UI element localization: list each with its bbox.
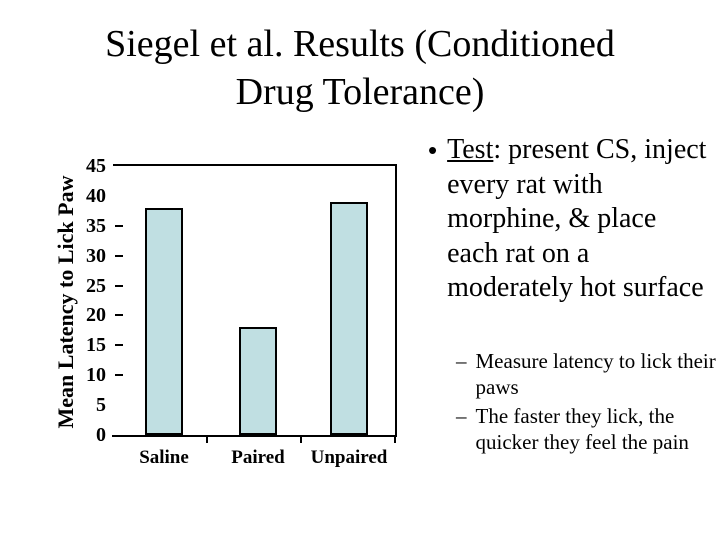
y-tick-mark-20 (115, 314, 123, 317)
slide-title-line1: Siegel et al. Results (Conditioned (105, 23, 615, 65)
bullet-term: Test (447, 134, 494, 165)
dash-icon: – (456, 404, 467, 428)
y-tick-label-35: 35 (86, 214, 106, 237)
x-axis-line (112, 435, 397, 437)
y-tick-label-40: 40 (86, 184, 106, 207)
y-tick-mark-10 (115, 374, 123, 377)
plot-right-border (395, 164, 397, 437)
bullet-term-rest: : present CS, inject every rat with morp… (447, 134, 707, 303)
y-tick-mark-30 (115, 254, 123, 257)
slide-title-line2: Drug Tolerance) (235, 71, 485, 113)
bullet-icon: • (428, 135, 438, 165)
bar-paired (239, 327, 277, 435)
sub-bullet-list: – Measure latency to lick their paws – T… (456, 349, 720, 459)
y-tick-mark-35 (115, 224, 123, 227)
sub-bullet-text: Measure latency to lick their paws (475, 349, 716, 399)
x-category-label-unpaired: Unpaired (310, 447, 388, 468)
x-tick-mark-0 (206, 436, 208, 443)
bar-saline (145, 207, 183, 435)
sub-bullet-faster: – The faster they lick, the quicker they… (456, 404, 720, 455)
main-bullet-text: Test: present CS, inject every rat with … (447, 133, 713, 306)
y-tick-label-15: 15 (86, 334, 106, 357)
y-axis-title: Mean Latency to Lick Paw (53, 175, 78, 429)
main-bullet-test: • Test: present CS, inject every rat wit… (428, 133, 720, 306)
y-tick-label-0: 0 (96, 424, 106, 446)
x-tick-mark-2 (394, 436, 396, 443)
bar-unpaired (330, 201, 368, 435)
sub-bullet-measure: – Measure latency to lick their paws (456, 349, 720, 400)
slide-title: Siegel et al. Results (Conditioned Drug … (0, 20, 720, 116)
dash-icon: – (456, 349, 467, 373)
y-tick-mark-25 (115, 284, 123, 287)
bullet-list: • Test: present CS, inject every rat wit… (428, 133, 720, 306)
y-tick-label-20: 20 (86, 304, 106, 327)
y-tick-label-10: 10 (86, 364, 106, 387)
y-tick-label-45: 45 (86, 155, 106, 177)
x-category-label-paired: Paired (231, 447, 285, 468)
y-tick-label-25: 25 (86, 274, 106, 297)
y-tick-label-5: 5 (96, 394, 106, 417)
y-tick-mark-15 (115, 344, 123, 347)
sub-bullet-text: The faster they lick, the quicker they f… (475, 404, 689, 454)
x-category-label-saline: Saline (139, 447, 189, 468)
x-tick-mark-1 (300, 436, 302, 443)
plot-top-border (113, 164, 397, 166)
y-tick-label-30: 30 (86, 244, 106, 267)
